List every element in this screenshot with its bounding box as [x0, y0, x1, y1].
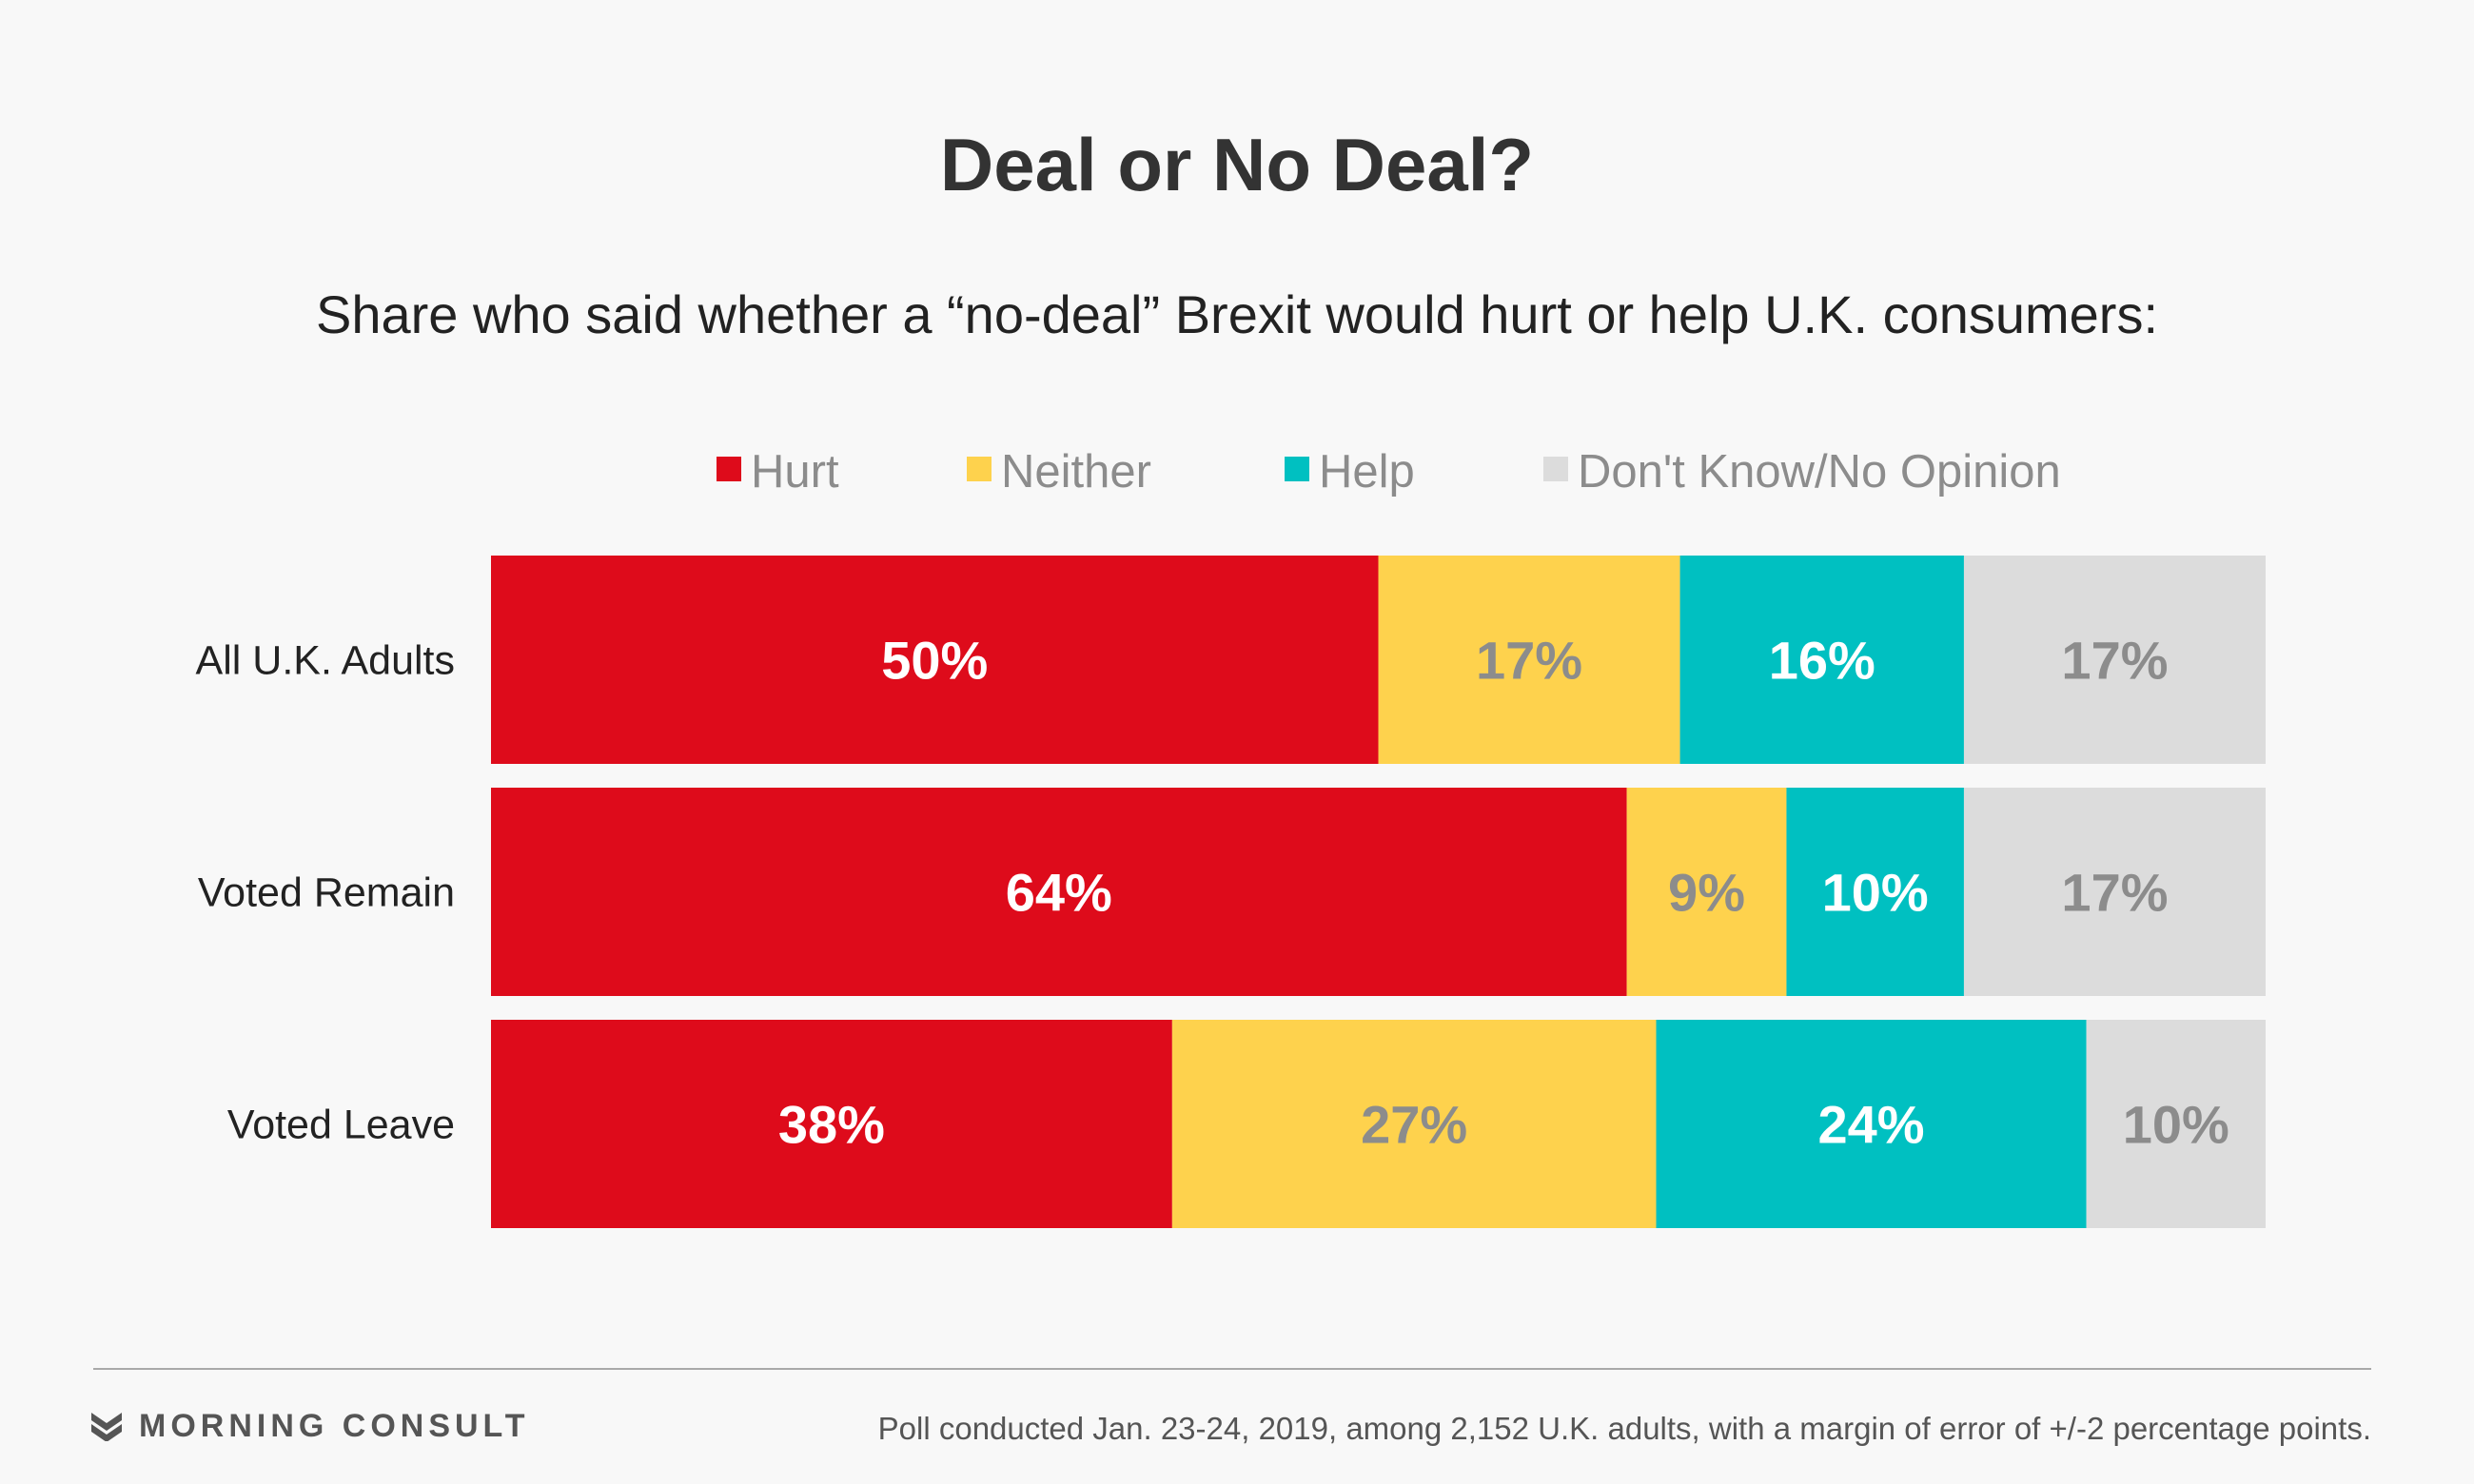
- legend-swatch-help: [1285, 457, 1309, 481]
- bar-segment: [1786, 788, 1964, 996]
- bar-segment: [1626, 788, 1787, 996]
- footnote: Poll conducted Jan. 23-24, 2019, among 2…: [877, 1411, 2371, 1446]
- category-labels: All U.K. Adults Voted Remain Voted Leave: [196, 638, 455, 1148]
- legend-label-neither: Neither: [1001, 446, 1151, 498]
- legend-swatch-neither: [967, 457, 992, 481]
- morning-consult-logo-icon: [91, 1412, 122, 1441]
- data-label: 10%: [2123, 1095, 2229, 1155]
- chart-legend: Hurt Neither Help Don't Know/No Opinion: [717, 446, 2061, 498]
- data-label: 17%: [2061, 631, 2168, 691]
- legend-swatch-hurt: [717, 457, 741, 481]
- chart-title: Deal or No Deal?: [939, 123, 1535, 206]
- data-label: 17%: [1476, 631, 1582, 691]
- bar-segment: [1679, 556, 1964, 764]
- legend-label-don-t-know-no-opinion: Don't Know/No Opinion: [1578, 446, 2061, 498]
- legend-label-help: Help: [1319, 446, 1415, 498]
- bars: 50% 17% 16% 17% 64% 9% 10% 17% 38% 27% 24% 10%: [491, 556, 2266, 1228]
- legend-swatch-don-t-know-no-opinion: [1543, 457, 1568, 481]
- category-label: Voted Remain: [198, 870, 455, 916]
- data-label: 16%: [1769, 631, 1875, 691]
- bar-segment: [1656, 1020, 2087, 1228]
- bar-segment: [1963, 788, 2266, 996]
- bar-segment: [2086, 1020, 2266, 1228]
- data-label: 50%: [881, 631, 988, 691]
- data-label: 27%: [1361, 1095, 1467, 1155]
- category-label: Voted Leave: [227, 1103, 455, 1148]
- stacked-bar-chart: Hurt Neither Help Don't Know/No Opinion All…: [196, 446, 2266, 1228]
- data-label: 24%: [1818, 1095, 1925, 1155]
- data-label: 17%: [2061, 863, 2168, 923]
- brand-name: MORNING CONSULT: [139, 1408, 530, 1444]
- bar-segment: [491, 556, 1379, 764]
- data-label: 38%: [778, 1095, 885, 1155]
- legend-label-hurt: Hurt: [751, 446, 839, 498]
- footer-divider: [93, 1368, 2371, 1370]
- category-label: All U.K. Adults: [196, 638, 455, 684]
- bar-segment: [1378, 556, 1680, 764]
- chart-subtitle: Share who said whether a “no-deal” Brexi…: [315, 284, 2159, 344]
- bar-segment: [491, 1020, 1172, 1228]
- bar-segment: [1171, 1020, 1657, 1228]
- data-label: 9%: [1668, 863, 1745, 923]
- brand-logo: MORNING CONSULT: [91, 1408, 530, 1445]
- data-label: 10%: [1822, 863, 1929, 923]
- bar-segment: [491, 788, 1627, 996]
- data-label: 64%: [1006, 863, 1112, 923]
- bar-segment: [1963, 556, 2266, 764]
